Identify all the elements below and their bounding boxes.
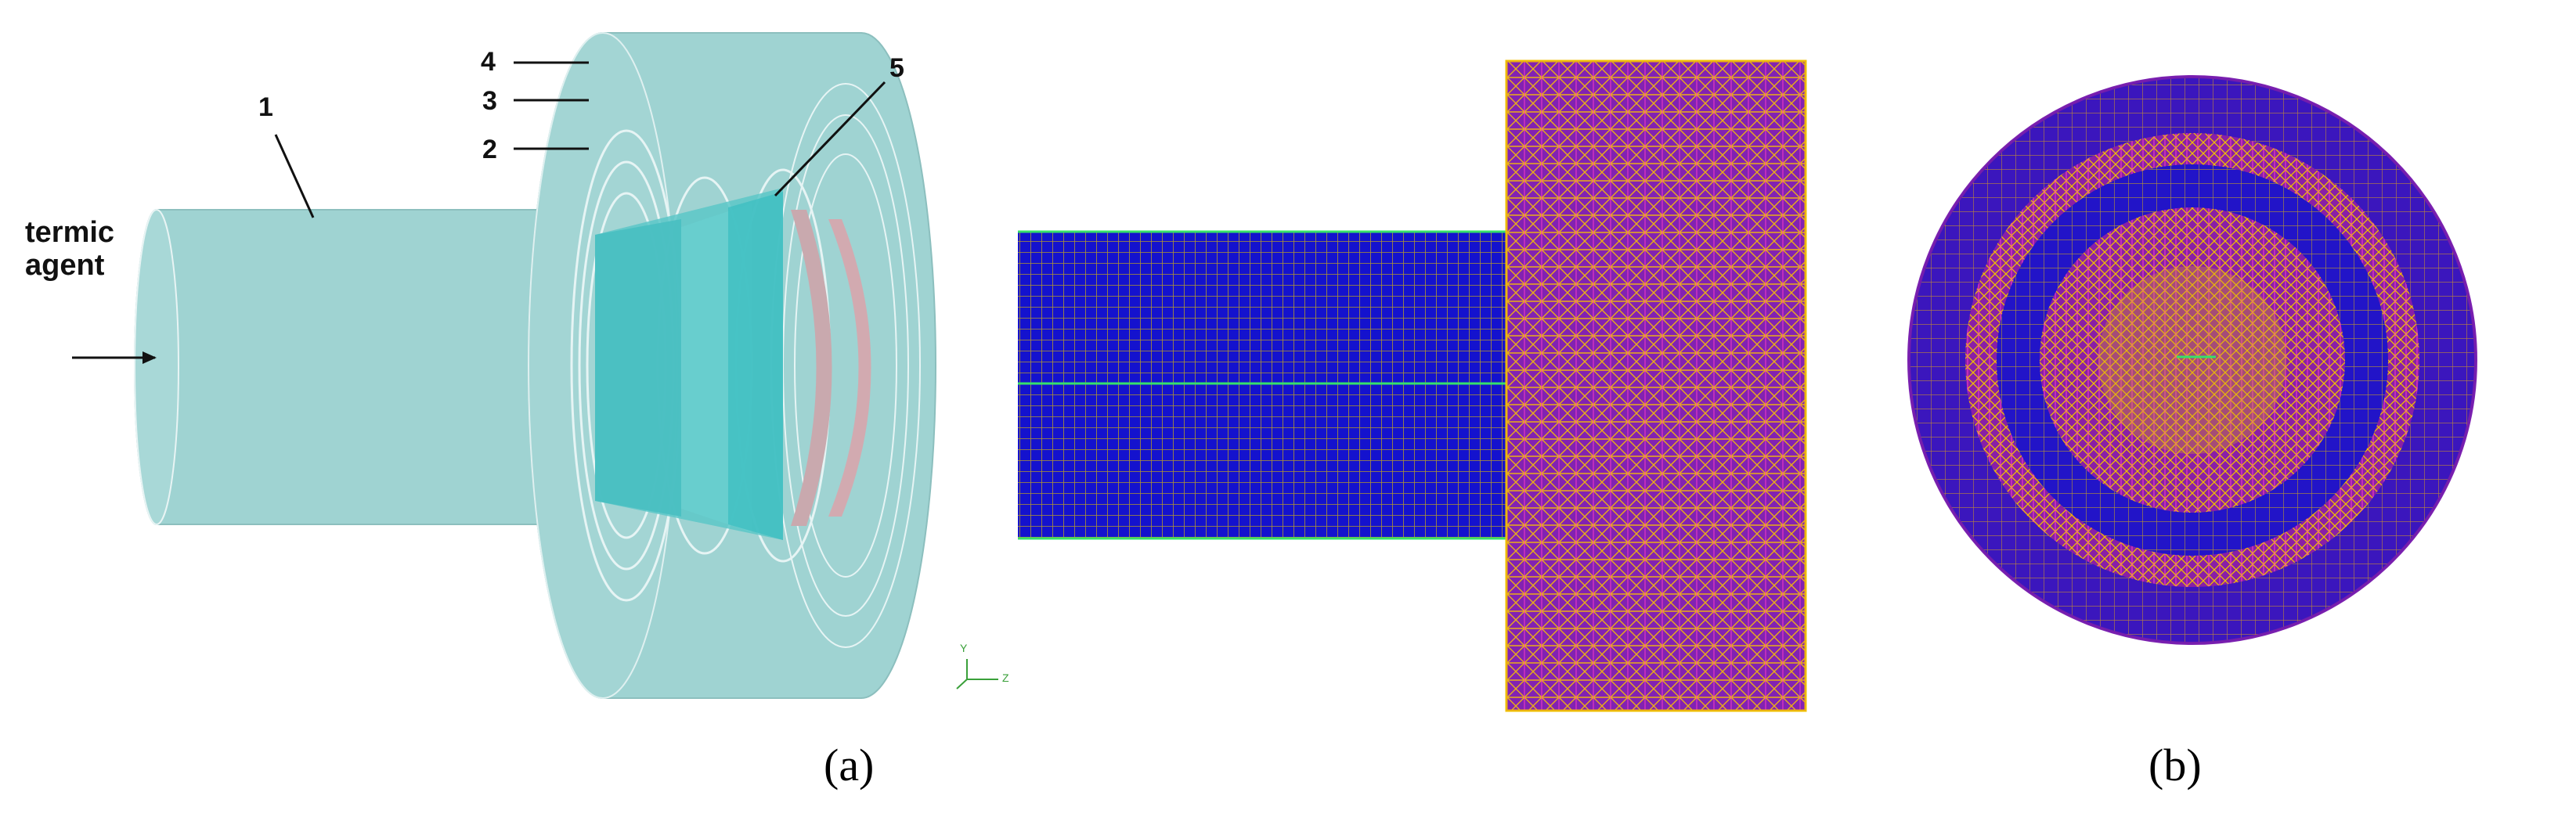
label-part-2: 2	[482, 135, 497, 164]
label-part-4: 4	[481, 47, 496, 77]
inlet-face	[134, 209, 179, 525]
inlet-label-line1: termic	[25, 216, 115, 249]
axis-z-label: Z	[1002, 672, 1009, 684]
label-part-5: 5	[889, 53, 904, 83]
leader-5	[774, 81, 886, 197]
mesh-disc-core	[2040, 207, 2345, 513]
mesh-inlet-pipe	[1018, 232, 1506, 538]
inlet-label: termic agent	[25, 216, 114, 282]
label-part-1: 1	[258, 92, 273, 122]
mesh-side-view	[1018, 59, 1807, 712]
panel-a-geometry	[72, 32, 998, 699]
label-part-3: 3	[482, 86, 497, 116]
mesh-large-cylinder	[1505, 59, 1807, 712]
caption-b: (b)	[2148, 740, 2202, 790]
inlet-label-line2: agent	[25, 249, 105, 282]
mesh-front-view	[1907, 75, 2477, 645]
inlet-pipe	[134, 209, 580, 525]
seal-ring	[791, 210, 832, 526]
leader-1	[274, 134, 315, 218]
caption-a: (a)	[824, 740, 875, 790]
axis-triad	[956, 659, 998, 690]
axis-y-label: Y	[960, 642, 968, 654]
